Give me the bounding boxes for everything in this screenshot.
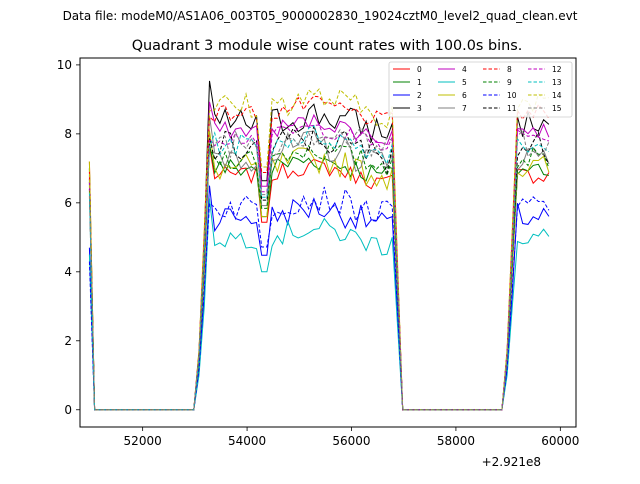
legend-label-13: 13: [552, 78, 562, 87]
legend-label-0: 0: [417, 65, 422, 74]
y-tick-label: 0: [64, 403, 72, 417]
x-tick-label: 60000: [541, 434, 579, 448]
series-layer: [88, 80, 550, 411]
chart-suptitle: Data file: modeM0/AS1A06_003T05_90000028…: [63, 9, 578, 23]
y-tick-label: 2: [64, 334, 72, 348]
legend-label-8: 8: [507, 65, 512, 74]
chart-title: Quadrant 3 module wise count rates with …: [132, 38, 523, 54]
legend-label-10: 10: [507, 91, 517, 100]
y-tick-label: 4: [64, 265, 72, 279]
x-tick-label: 56000: [332, 434, 370, 448]
legend-label-4: 4: [462, 65, 467, 74]
x-tick-label: 58000: [437, 434, 475, 448]
legend-label-15: 15: [552, 104, 562, 113]
legend-label-1: 1: [417, 78, 422, 87]
plot-frame: [79, 57, 577, 428]
legend-label-14: 14: [552, 91, 562, 100]
x-tick-label: 52000: [124, 434, 162, 448]
y-tick-label: 6: [64, 196, 72, 210]
legend-label-2: 2: [417, 91, 422, 100]
legend-label-12: 12: [552, 65, 562, 74]
y-tick-label: 8: [64, 127, 72, 141]
y-tick-label: 10: [57, 58, 72, 72]
legend-label-6: 6: [462, 91, 467, 100]
x-offset-label: +2.921e8: [482, 455, 541, 469]
series-line-15: [88, 126, 550, 411]
legend-label-11: 11: [507, 104, 517, 113]
legend-box: [388, 61, 573, 118]
legend-label-3: 3: [417, 104, 422, 113]
legend-label-5: 5: [462, 78, 467, 87]
legend-label-9: 9: [507, 78, 512, 87]
legend-label-7: 7: [462, 104, 467, 113]
x-tick-label: 54000: [228, 434, 266, 448]
